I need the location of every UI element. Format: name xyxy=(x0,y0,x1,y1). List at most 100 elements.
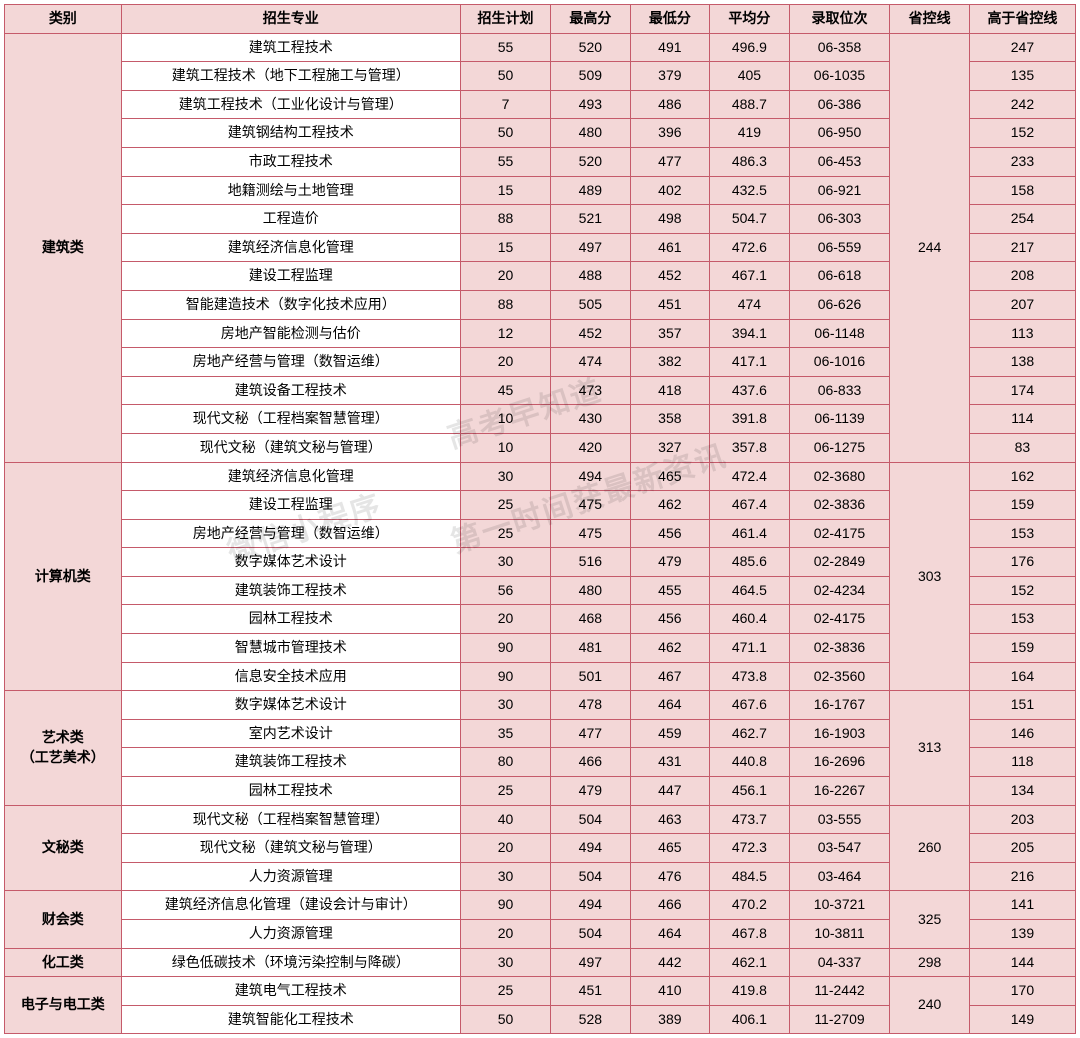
max-cell: 451 xyxy=(551,977,631,1006)
max-cell: 475 xyxy=(551,491,631,520)
plan-cell: 90 xyxy=(460,891,550,920)
rank-cell: 06-358 xyxy=(789,33,890,62)
max-cell: 479 xyxy=(551,777,631,806)
plan-cell: 55 xyxy=(460,147,550,176)
rank-cell: 02-2849 xyxy=(789,548,890,577)
avg-cell: 467.1 xyxy=(710,262,790,291)
min-cell: 456 xyxy=(630,519,710,548)
diff-cell: 207 xyxy=(969,290,1075,319)
major-cell: 建筑钢结构工程技术 xyxy=(121,119,460,148)
category-cell: 财会类 xyxy=(5,891,122,948)
category-cell: 计算机类 xyxy=(5,462,122,691)
min-cell: 379 xyxy=(630,62,710,91)
plan-cell: 25 xyxy=(460,491,550,520)
diff-cell: 217 xyxy=(969,233,1075,262)
max-cell: 480 xyxy=(551,119,631,148)
avg-cell: 485.6 xyxy=(710,548,790,577)
avg-cell: 488.7 xyxy=(710,90,790,119)
avg-cell: 357.8 xyxy=(710,433,790,462)
plan-cell: 15 xyxy=(460,176,550,205)
plan-cell: 10 xyxy=(460,433,550,462)
rank-cell: 02-3680 xyxy=(789,462,890,491)
min-cell: 382 xyxy=(630,348,710,377)
major-cell: 绿色低碳技术（环境污染控制与降碳） xyxy=(121,948,460,977)
diff-cell: 247 xyxy=(969,33,1075,62)
diff-cell: 139 xyxy=(969,920,1075,949)
major-cell: 园林工程技术 xyxy=(121,605,460,634)
avg-cell: 486.3 xyxy=(710,147,790,176)
major-cell: 建筑装饰工程技术 xyxy=(121,748,460,777)
diff-cell: 254 xyxy=(969,205,1075,234)
max-cell: 501 xyxy=(551,662,631,691)
max-cell: 504 xyxy=(551,862,631,891)
max-cell: 504 xyxy=(551,805,631,834)
avg-cell: 473.7 xyxy=(710,805,790,834)
col-header-category: 类别 xyxy=(5,5,122,34)
plan-cell: 25 xyxy=(460,977,550,1006)
diff-cell: 144 xyxy=(969,948,1075,977)
major-cell: 建筑经济信息化管理 xyxy=(121,462,460,491)
major-cell: 工程造价 xyxy=(121,205,460,234)
max-cell: 497 xyxy=(551,233,631,262)
rank-cell: 10-3721 xyxy=(789,891,890,920)
diff-cell: 134 xyxy=(969,777,1075,806)
plan-cell: 20 xyxy=(460,348,550,377)
avg-cell: 394.1 xyxy=(710,319,790,348)
plan-cell: 90 xyxy=(460,662,550,691)
diff-cell: 208 xyxy=(969,262,1075,291)
major-cell: 数字媒体艺术设计 xyxy=(121,548,460,577)
min-cell: 465 xyxy=(630,462,710,491)
max-cell: 504 xyxy=(551,920,631,949)
major-cell: 建筑智能化工程技术 xyxy=(121,1005,460,1034)
diff-cell: 153 xyxy=(969,605,1075,634)
table-row: 财会类建筑经济信息化管理（建设会计与审计）90494466470.210-372… xyxy=(5,891,1076,920)
max-cell: 481 xyxy=(551,634,631,663)
max-cell: 430 xyxy=(551,405,631,434)
rank-cell: 06-1035 xyxy=(789,62,890,91)
major-cell: 现代文秘（工程档案智慧管理） xyxy=(121,805,460,834)
avg-cell: 467.4 xyxy=(710,491,790,520)
diff-cell: 153 xyxy=(969,519,1075,548)
rank-cell: 16-1767 xyxy=(789,691,890,720)
rank-cell: 02-3560 xyxy=(789,662,890,691)
diff-cell: 216 xyxy=(969,862,1075,891)
diff-cell: 170 xyxy=(969,977,1075,1006)
table-header-row: 类别 招生专业 招生计划 最高分 最低分 平均分 录取位次 省控线 高于省控线 xyxy=(5,5,1076,34)
max-cell: 468 xyxy=(551,605,631,634)
plan-cell: 20 xyxy=(460,605,550,634)
major-cell: 房地产智能检测与估价 xyxy=(121,319,460,348)
category-cell: 文秘类 xyxy=(5,805,122,891)
avg-cell: 419.8 xyxy=(710,977,790,1006)
plan-cell: 20 xyxy=(460,834,550,863)
diff-cell: 176 xyxy=(969,548,1075,577)
avg-cell: 440.8 xyxy=(710,748,790,777)
avg-cell: 484.5 xyxy=(710,862,790,891)
major-cell: 建设工程监理 xyxy=(121,262,460,291)
min-cell: 498 xyxy=(630,205,710,234)
max-cell: 520 xyxy=(551,33,631,62)
max-cell: 452 xyxy=(551,319,631,348)
plan-cell: 45 xyxy=(460,376,550,405)
col-header-avg: 平均分 xyxy=(710,5,790,34)
plan-cell: 88 xyxy=(460,290,550,319)
col-header-major: 招生专业 xyxy=(121,5,460,34)
admissions-table: 类别 招生专业 招生计划 最高分 最低分 平均分 录取位次 省控线 高于省控线 … xyxy=(4,4,1076,1034)
plan-cell: 15 xyxy=(460,233,550,262)
table-row: 艺术类（工艺美术）数字媒体艺术设计30478464467.616-1767313… xyxy=(5,691,1076,720)
plan-cell: 50 xyxy=(460,62,550,91)
min-cell: 462 xyxy=(630,491,710,520)
col-header-diff: 高于省控线 xyxy=(969,5,1075,34)
min-cell: 465 xyxy=(630,834,710,863)
category-cell: 电子与电工类 xyxy=(5,977,122,1034)
avg-cell: 472.6 xyxy=(710,233,790,262)
avg-cell: 472.4 xyxy=(710,462,790,491)
min-cell: 464 xyxy=(630,920,710,949)
rank-cell: 06-1016 xyxy=(789,348,890,377)
major-cell: 建筑经济信息化管理（建设会计与审计） xyxy=(121,891,460,920)
major-cell: 地籍测绘与土地管理 xyxy=(121,176,460,205)
col-header-plan: 招生计划 xyxy=(460,5,550,34)
max-cell: 497 xyxy=(551,948,631,977)
avg-cell: 464.5 xyxy=(710,576,790,605)
diff-cell: 151 xyxy=(969,691,1075,720)
rank-cell: 06-626 xyxy=(789,290,890,319)
